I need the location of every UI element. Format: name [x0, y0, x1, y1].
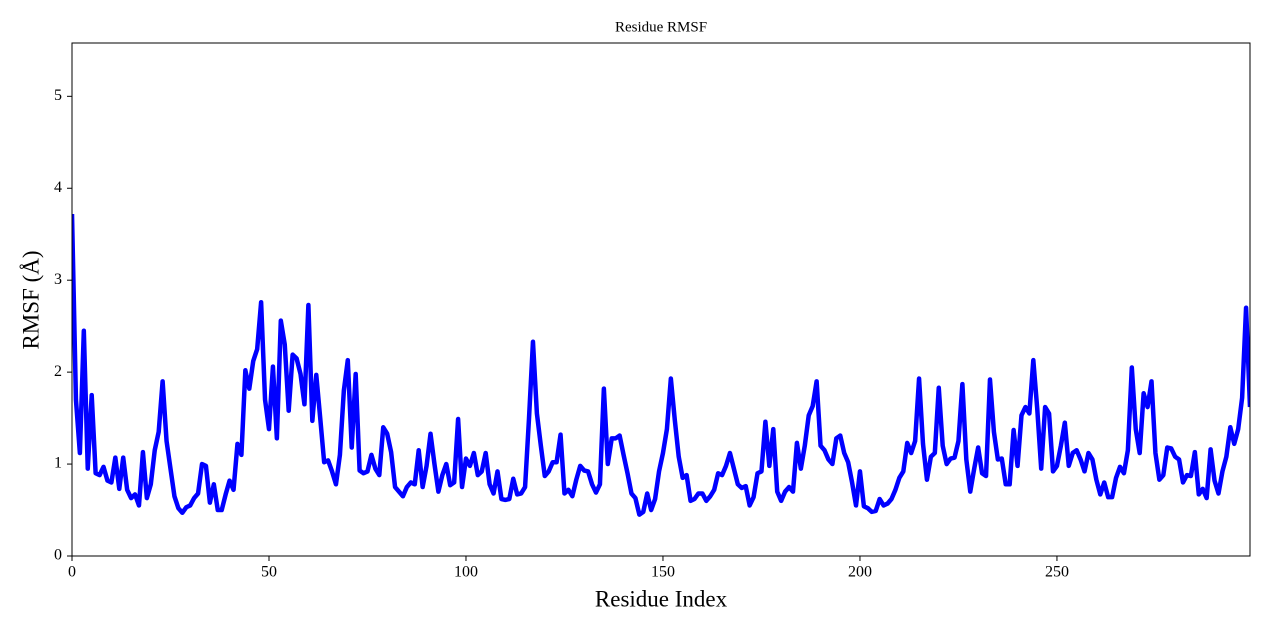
y-tick-label: 5: [54, 87, 62, 104]
x-tick-label: 150: [651, 564, 675, 581]
x-axis-label: Residue Index: [595, 586, 728, 611]
y-tick-label: 3: [54, 271, 62, 288]
x-tick-label: 250: [1045, 564, 1069, 581]
y-tick-label: 2: [54, 363, 62, 380]
y-tick-label: 0: [54, 547, 62, 564]
x-tick-label: 200: [848, 564, 872, 581]
plot-frame: [71, 42, 1251, 557]
y-tick-label: 1: [54, 455, 62, 472]
y-axis-label: RMSF (Å): [18, 250, 43, 349]
y-tick-label: 4: [54, 179, 62, 196]
x-tick-label: 0: [68, 564, 76, 581]
x-tick-label: 50: [261, 564, 277, 581]
x-tick-label: 100: [454, 564, 478, 581]
data-line: [72, 213, 1250, 517]
chart-title: Residue RMSF: [615, 19, 707, 35]
